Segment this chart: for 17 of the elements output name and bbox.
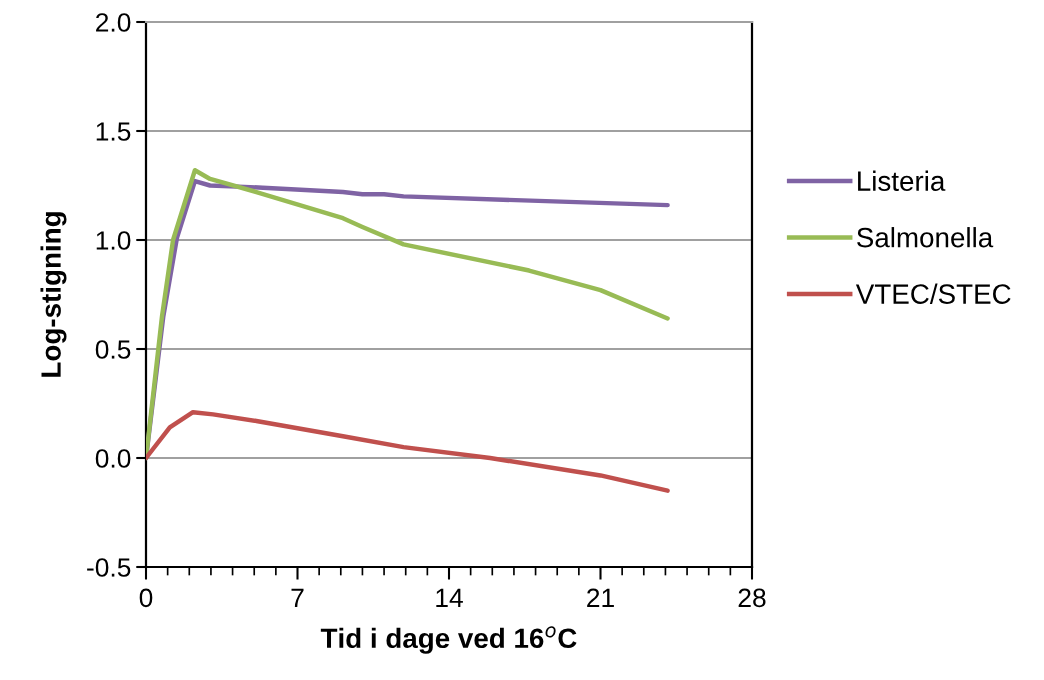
y-tick-label: 0.0 bbox=[95, 449, 131, 468]
y-tick-label: 1.5 bbox=[96, 122, 131, 141]
legend-label: Salmonella bbox=[857, 227, 994, 248]
y-tick-label: 2.0 bbox=[96, 13, 131, 32]
y-axis-title: Log-stigning bbox=[40, 212, 67, 377]
legend-label: Listeria bbox=[858, 170, 946, 192]
y-tick-label: 0.5 bbox=[95, 340, 131, 359]
x-tick-label: 14 bbox=[436, 588, 463, 607]
x-tick-label: 21 bbox=[587, 588, 614, 607]
line-series bbox=[146, 410, 670, 493]
x-axis-title: Tid i dage ved 16$^{o}$C bbox=[320, 626, 577, 654]
y-tick-label: -0.5 bbox=[87, 558, 131, 577]
legend-label: VTEC/STEC bbox=[855, 283, 1011, 304]
x-tick-label: 0 bbox=[139, 588, 153, 608]
y-tick-label: 1.0 bbox=[96, 231, 131, 250]
x-tick-label: 28 bbox=[738, 588, 766, 608]
x-tick-label: 7 bbox=[291, 588, 304, 607]
